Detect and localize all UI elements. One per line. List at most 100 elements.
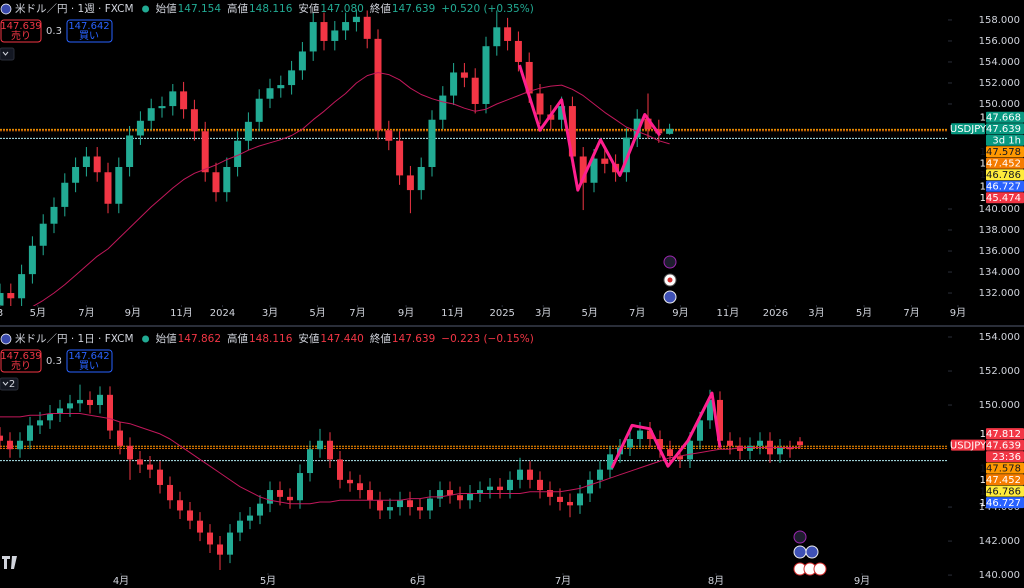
- candle-body: [537, 479, 543, 491]
- legend-toggle[interactable]: [0, 377, 19, 391]
- ticker-label[interactable]: USDJPY: [950, 124, 987, 135]
- candle-body: [536, 93, 544, 115]
- candle-body: [82, 156, 90, 167]
- buy-label[interactable]: 買い: [79, 30, 99, 42]
- x-tick-label: 9月: [672, 307, 688, 319]
- candle-body: [247, 515, 253, 521]
- symbol-flag: [0, 333, 12, 345]
- candle-body: [104, 172, 112, 204]
- x-tick-label: 5月: [581, 307, 597, 319]
- candle-body: [237, 520, 243, 533]
- candle-body: [287, 496, 293, 501]
- event-icon[interactable]: [663, 255, 677, 269]
- x-tick-label: 11月: [441, 307, 464, 319]
- candle-body: [460, 72, 468, 78]
- candle-body: [158, 106, 166, 109]
- candle-body: [747, 445, 753, 451]
- candle-body: [244, 121, 252, 141]
- buy-price[interactable]: 147.642: [68, 351, 109, 362]
- candle-body: [277, 85, 285, 89]
- candle-body: [320, 22, 328, 41]
- candle-body: [277, 490, 283, 497]
- sell-label[interactable]: 売り: [11, 29, 31, 42]
- x-tick-label: 2025: [489, 308, 514, 319]
- sell-button[interactable]: [0, 349, 42, 373]
- sell-button[interactable]: [0, 19, 42, 43]
- candle-body: [697, 420, 703, 441]
- candle-body: [687, 440, 693, 460]
- ohlc-label: 終値: [370, 2, 391, 15]
- legend-toggle[interactable]: [0, 47, 15, 61]
- y-tick-label: 156.000: [979, 36, 1020, 47]
- event-icon[interactable]: [793, 530, 807, 544]
- candle-body: [212, 172, 220, 193]
- x-tick-label: 7月: [78, 307, 94, 319]
- candle-body: [504, 27, 512, 41]
- candle-body: [297, 473, 303, 501]
- candle-body: [655, 129, 663, 134]
- event-icon[interactable]: [813, 562, 827, 576]
- candle-body: [387, 507, 393, 511]
- symbol-title[interactable]: 米ドル／円 · 1週 · FXCM: [15, 2, 134, 15]
- candle-body: [257, 503, 263, 516]
- price-label: 146.786: [980, 486, 1021, 497]
- buy-button[interactable]: [66, 19, 113, 43]
- candle-body: [255, 98, 263, 122]
- price-label: 147.452: [980, 159, 1021, 170]
- candle-body: [667, 449, 673, 457]
- ohlc-label: 始値: [156, 2, 177, 15]
- symbol-title[interactable]: 米ドル／円 · 1日 · FXCM: [15, 332, 134, 345]
- status-dot: [142, 5, 150, 13]
- event-icon[interactable]: [793, 545, 807, 559]
- price-change: −0.223 (−0.15%): [441, 333, 534, 345]
- event-icon[interactable]: [805, 545, 819, 559]
- buy-price[interactable]: 147.642: [68, 21, 109, 32]
- candle-body: [406, 175, 414, 191]
- candle-body: [201, 131, 209, 173]
- candle-body: [197, 520, 203, 533]
- chevron: [2, 381, 9, 386]
- candle-body: [93, 156, 101, 173]
- ohlc-label: 安値: [298, 2, 319, 15]
- candle-body: [267, 490, 273, 504]
- candle-body: [347, 479, 353, 484]
- candle-body: [374, 38, 382, 131]
- candle-body: [117, 430, 123, 446]
- sell-price[interactable]: 147.639: [0, 351, 41, 362]
- event-icon[interactable]: [663, 290, 677, 304]
- candle-body: [97, 394, 103, 406]
- candle-body: [357, 483, 363, 491]
- sell-price[interactable]: 147.639: [0, 21, 41, 32]
- symbol-flag: [0, 3, 12, 15]
- logo: [2, 556, 17, 569]
- candle-body: [107, 394, 113, 431]
- price-label-box: [986, 497, 1024, 509]
- x-tick-label: 7月: [629, 307, 645, 319]
- candle-body: [136, 120, 144, 136]
- ticker-tag[interactable]: [951, 123, 985, 135]
- candle-body: [787, 447, 793, 450]
- candle-body: [707, 399, 713, 421]
- x-tick-label: 7月: [555, 575, 571, 587]
- candle-body: [657, 439, 663, 450]
- candle-body: [577, 493, 583, 506]
- sell-label[interactable]: 売り: [11, 359, 31, 372]
- buy-button[interactable]: [66, 349, 113, 373]
- candle-body: [647, 430, 653, 440]
- candle-body: [157, 469, 163, 485]
- candle-body: [525, 61, 533, 94]
- candle-body: [7, 293, 15, 299]
- price-label-box: [986, 451, 1024, 463]
- ticker-label[interactable]: USDJPY: [950, 440, 987, 451]
- candle-body: [797, 441, 803, 446]
- candle-body: [737, 445, 743, 451]
- ticker-tag[interactable]: [951, 439, 985, 451]
- status-dot: [142, 335, 150, 343]
- candle-body: [644, 118, 652, 130]
- buy-label[interactable]: 買い: [79, 360, 99, 372]
- line-series: [0, 413, 800, 505]
- candle-body: [757, 440, 763, 446]
